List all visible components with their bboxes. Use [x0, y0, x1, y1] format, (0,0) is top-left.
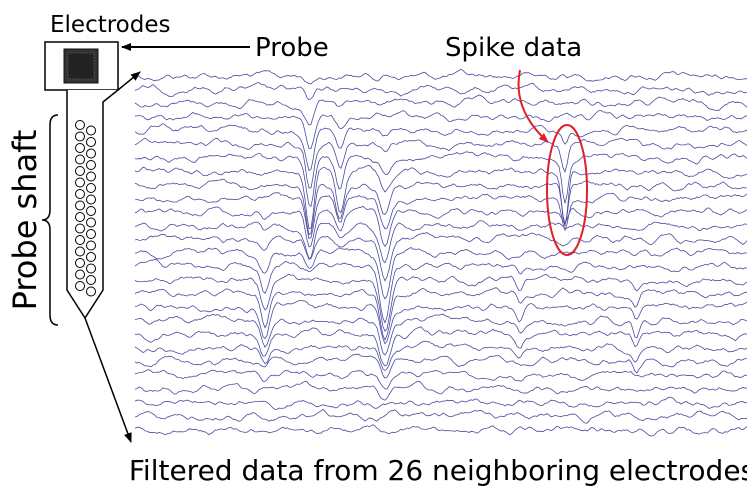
electrode-site	[86, 286, 96, 297]
shaft-label: Probe shaft	[6, 130, 44, 311]
electrodes-label: Electrodes	[50, 12, 171, 38]
top-arrow	[117, 71, 141, 91]
trace	[134, 408, 747, 424]
electrode-site	[86, 148, 96, 159]
trace	[134, 340, 747, 372]
electrode-site	[75, 258, 85, 268]
electrode-site	[75, 246, 85, 257]
electrode-site	[86, 137, 96, 147]
electrode-site	[86, 217, 96, 228]
bottom-arrow	[84, 317, 132, 443]
electrode-sites	[75, 120, 96, 297]
trace	[134, 313, 747, 356]
electrode-site	[75, 189, 85, 199]
trace	[134, 424, 747, 437]
electrode-site	[75, 154, 85, 165]
spike-label: Spike data	[445, 33, 582, 63]
trace	[134, 220, 747, 264]
electrode-site	[75, 166, 85, 176]
spike-ellipse	[546, 124, 588, 256]
electrode-site	[86, 240, 96, 251]
electrode-site	[75, 120, 85, 130]
electrode-site	[75, 269, 85, 280]
electrode-site	[75, 235, 85, 245]
trace	[134, 82, 747, 101]
electrode-site	[86, 252, 96, 262]
electrode-site	[75, 177, 85, 188]
trace	[134, 192, 747, 240]
spike-arrow	[517, 69, 549, 143]
trace	[134, 247, 747, 300]
trace	[134, 94, 747, 126]
probe-label: Probe	[255, 33, 329, 63]
electrode-site	[86, 263, 96, 274]
electrode-site	[75, 131, 85, 142]
electrode-site	[86, 171, 96, 182]
electrode-site	[75, 200, 85, 211]
caption: Filtered data from 26 neighboring electr…	[129, 454, 747, 487]
traces	[134, 68, 747, 437]
trace	[134, 164, 747, 229]
trace	[134, 258, 747, 324]
electrode-site	[86, 194, 96, 205]
electrode-site	[86, 160, 96, 170]
electrode-site	[86, 275, 96, 285]
electrode-site	[86, 206, 96, 216]
trace	[134, 137, 747, 189]
trace	[134, 300, 747, 345]
electrode-site	[75, 223, 85, 234]
trace	[134, 151, 747, 207]
electrode-site	[75, 143, 85, 153]
trace	[134, 326, 747, 367]
trace	[134, 353, 747, 379]
trace	[134, 273, 747, 332]
trace	[134, 123, 747, 172]
trace	[134, 287, 747, 341]
trace	[134, 109, 747, 150]
trace	[134, 232, 747, 282]
electrode-site	[75, 212, 85, 222]
trace	[134, 380, 747, 401]
shaft-brace	[41, 114, 59, 326]
trace	[134, 396, 747, 410]
trace	[134, 205, 747, 248]
trace	[134, 178, 747, 236]
electrode-site	[86, 183, 96, 193]
electrode-site	[75, 281, 85, 291]
trace	[134, 68, 747, 85]
trace	[134, 369, 747, 390]
electrode-site	[86, 125, 96, 136]
electrode-site	[86, 229, 96, 239]
